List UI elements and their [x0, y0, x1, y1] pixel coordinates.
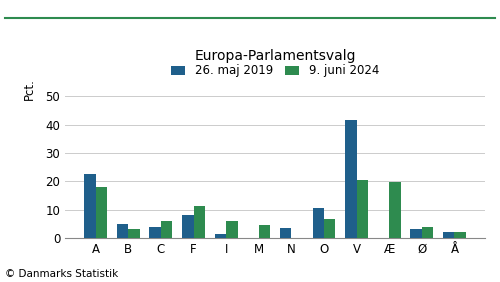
- Bar: [182, 215, 194, 238]
- Legend: 26. maj 2019, 9. juni 2024: 26. maj 2019, 9. juni 2024: [171, 64, 379, 77]
- Y-axis label: Pct.: Pct.: [22, 78, 36, 100]
- Bar: [280, 228, 291, 238]
- Bar: [312, 208, 324, 238]
- Bar: [259, 225, 270, 238]
- Bar: [226, 221, 237, 238]
- Bar: [410, 229, 422, 238]
- Bar: [194, 206, 205, 238]
- Bar: [389, 182, 400, 238]
- Bar: [128, 228, 140, 238]
- Bar: [345, 120, 356, 238]
- Text: © Danmarks Statistik: © Danmarks Statistik: [5, 269, 118, 279]
- Bar: [96, 187, 107, 238]
- Bar: [117, 224, 128, 238]
- Bar: [356, 180, 368, 238]
- Bar: [324, 219, 336, 238]
- Bar: [422, 227, 434, 238]
- Bar: [443, 232, 454, 238]
- Title: Europa-Parlamentsvalg: Europa-Parlamentsvalg: [194, 49, 356, 63]
- Bar: [161, 221, 172, 238]
- Bar: [150, 227, 161, 238]
- Bar: [214, 234, 226, 238]
- Bar: [84, 174, 96, 238]
- Bar: [454, 232, 466, 238]
